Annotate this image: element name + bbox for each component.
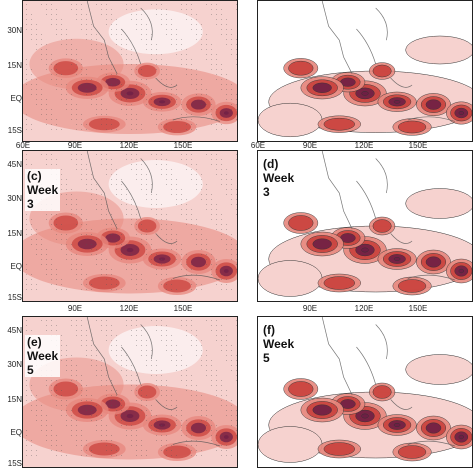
lon-tick: 90E bbox=[302, 304, 318, 313]
lat-tick: 45N bbox=[7, 326, 22, 335]
panel-label: (e) Week 5 bbox=[25, 335, 61, 377]
lat-tick: 30N bbox=[7, 360, 22, 369]
significance-stipple bbox=[26, 154, 237, 290]
lat-tick: 30N bbox=[7, 194, 22, 203]
lat-tick: 15S bbox=[7, 126, 22, 135]
lat-tick: EQ bbox=[10, 428, 22, 437]
significance-stipple bbox=[26, 320, 237, 456]
lat-tick: 15N bbox=[7, 61, 22, 70]
lon-tick: 90E bbox=[67, 141, 83, 150]
map-a-svg bbox=[23, 1, 237, 141]
lon-tick: 120E bbox=[354, 304, 374, 313]
map-f-svg bbox=[258, 317, 472, 467]
lon-tick: 60E bbox=[15, 141, 31, 150]
coastline bbox=[321, 317, 455, 447]
lon-tick: 150E bbox=[408, 141, 428, 150]
coastline bbox=[86, 1, 220, 122]
map-b-svg bbox=[258, 1, 472, 141]
panel-f-map bbox=[257, 316, 473, 468]
lon-tick: 120E bbox=[119, 304, 139, 313]
lat-tick: 15N bbox=[7, 229, 22, 238]
lat-tick: 45N bbox=[7, 160, 22, 169]
lat-tick: 15S bbox=[7, 293, 22, 302]
lat-tick: 15S bbox=[7, 459, 22, 468]
lon-tick: 150E bbox=[173, 141, 193, 150]
lon-tick: 120E bbox=[354, 141, 374, 150]
panel-e-map bbox=[22, 316, 238, 468]
lon-tick: 60E bbox=[250, 141, 266, 150]
significance-stipple bbox=[26, 4, 237, 130]
lon-tick: 150E bbox=[173, 304, 193, 313]
panel-b-map bbox=[257, 0, 473, 142]
coastline bbox=[321, 1, 455, 122]
panel-label: (f) Week 5 bbox=[261, 323, 297, 365]
lon-tick: 90E bbox=[67, 304, 83, 313]
coastline bbox=[321, 151, 455, 281]
lon-tick: 90E bbox=[302, 141, 318, 150]
lon-tick: 120E bbox=[119, 141, 139, 150]
panel-label: (d) Week 3 bbox=[261, 157, 297, 199]
lat-tick: EQ bbox=[10, 262, 22, 271]
coastline bbox=[86, 151, 220, 281]
lat-tick: EQ bbox=[10, 94, 22, 103]
panel-d-map bbox=[257, 150, 473, 302]
map-d-svg bbox=[258, 151, 472, 301]
panel-a-map bbox=[22, 0, 238, 142]
coastline bbox=[86, 317, 220, 447]
panel-label: (c) Week 3 bbox=[25, 169, 61, 211]
lon-tick: 150E bbox=[408, 304, 428, 313]
lat-tick: 30N bbox=[7, 26, 22, 35]
lat-tick: 15N bbox=[7, 395, 22, 404]
